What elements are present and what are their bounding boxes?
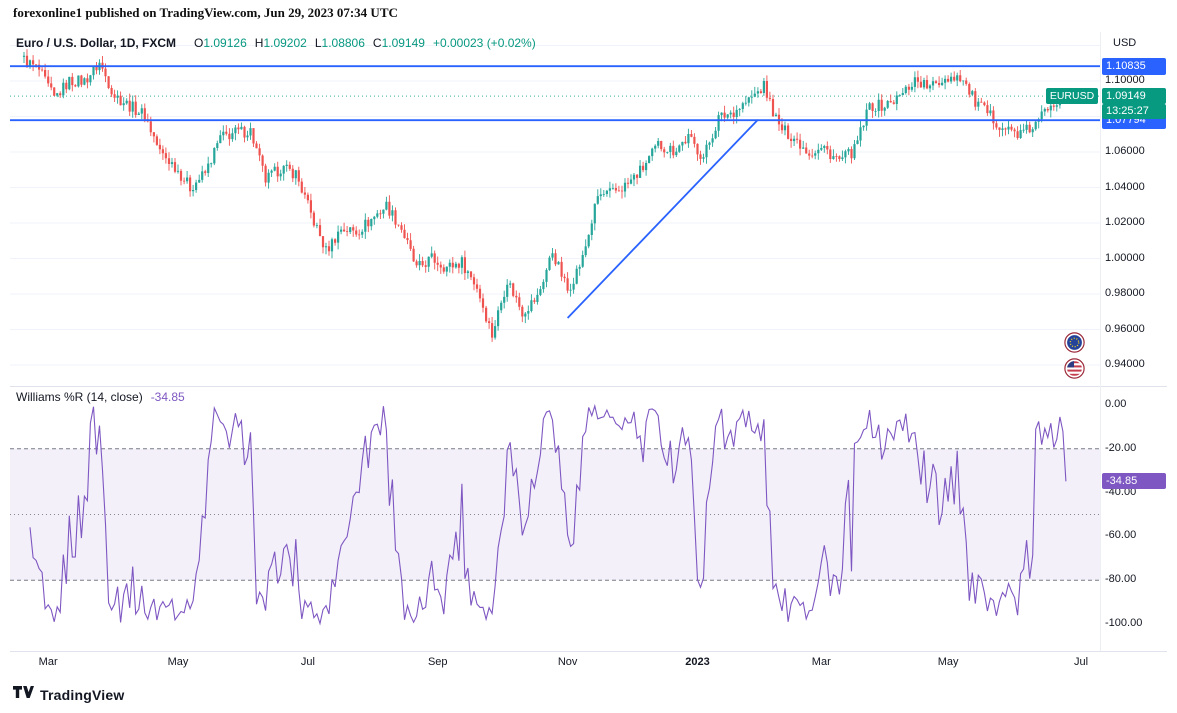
- time-axis-label: Sep: [427, 656, 448, 668]
- time-axis-label: Jul: [300, 656, 315, 668]
- ohlc-open-value: 1.09126: [203, 36, 247, 50]
- tradingview-footer[interactable]: TradingView: [13, 686, 124, 704]
- time-axis-label: May: [937, 656, 959, 668]
- price-axis-separator: [1100, 32, 1101, 651]
- time-axis[interactable]: Mar May Jul Sep Nov 2023 Mar May Jul: [0, 651, 1177, 677]
- price-axis-label: 1.06000: [1105, 145, 1145, 157]
- ohlc-open-label: O: [194, 36, 204, 50]
- tradingview-logo-icon: [13, 686, 34, 704]
- last-price-tag: 1.09149: [1102, 88, 1166, 105]
- us-flag-icon: [1064, 358, 1085, 384]
- time-axis-label: Mar: [38, 656, 58, 668]
- time-axis-label: May: [167, 656, 189, 668]
- time-axis-label: Mar: [811, 656, 831, 668]
- price-axis-label: 1.00000: [1105, 251, 1145, 264]
- time-axis-separator: [10, 651, 1167, 652]
- indicator-axis-label: 0.00: [1105, 398, 1127, 410]
- indicator-axis-label: -20.00: [1105, 441, 1137, 454]
- ohlc-high-label: H: [254, 36, 264, 50]
- price-axis-label: 1.02000: [1105, 216, 1145, 228]
- pane-separator: [10, 386, 1167, 387]
- ohlc-close-label: C: [372, 36, 382, 50]
- attribution-text: forexonline1 published on TradingView.co…: [13, 5, 398, 20]
- ohlc-high-value: 1.09202: [263, 36, 307, 50]
- indicator-legend: Williams %R (14, close) -34.85: [16, 390, 185, 404]
- change-value: +0.00023 (+0.02%): [432, 36, 536, 50]
- chart-legend: Euro / U.S. Dollar, 1D, FXCM O1.09126 H1.0…: [16, 36, 536, 50]
- ohlc-close-value: 1.09149: [381, 36, 425, 50]
- price-axis-currency: USD: [1113, 37, 1137, 49]
- williams-r-value-tag: -34.85: [1102, 473, 1166, 490]
- price-axis-label: 0.96000: [1105, 322, 1145, 335]
- symbol-title: Euro / U.S. Dollar, 1D, FXCM: [16, 36, 177, 50]
- price-axis-label: 0.94000: [1105, 358, 1145, 370]
- eu-flag-icon: [1064, 332, 1085, 358]
- indicator-axis-label: -100.00: [1105, 617, 1143, 629]
- price-axis-label: 1.04000: [1105, 180, 1145, 193]
- time-axis-label: Jul: [1073, 656, 1089, 668]
- indicator-value: -34.85: [150, 390, 185, 404]
- symbol-price-label: EURUSD: [1046, 88, 1098, 105]
- price-axis-label: 0.98000: [1105, 287, 1145, 299]
- price-axis-label: 1.10000: [1105, 74, 1145, 86]
- tradingview-wordmark: TradingView: [40, 687, 125, 703]
- ohlc-low-label: L: [314, 36, 322, 50]
- williams-r-chart[interactable]: [10, 387, 1100, 651]
- indicator-axis-label: -60.00: [1105, 529, 1137, 542]
- resistance-price-tag: 1.10835: [1102, 57, 1166, 75]
- time-axis-label: 2023: [685, 656, 710, 668]
- ohlc-low-value: 1.08806: [321, 36, 365, 50]
- indicator-axis-label: -80.00: [1105, 573, 1137, 586]
- bar-countdown-tag: 13:25:27: [1102, 104, 1166, 120]
- time-axis-label: Nov: [557, 656, 578, 668]
- indicator-title: Williams %R (14, close): [16, 390, 143, 404]
- price-chart[interactable]: [10, 35, 1100, 385]
